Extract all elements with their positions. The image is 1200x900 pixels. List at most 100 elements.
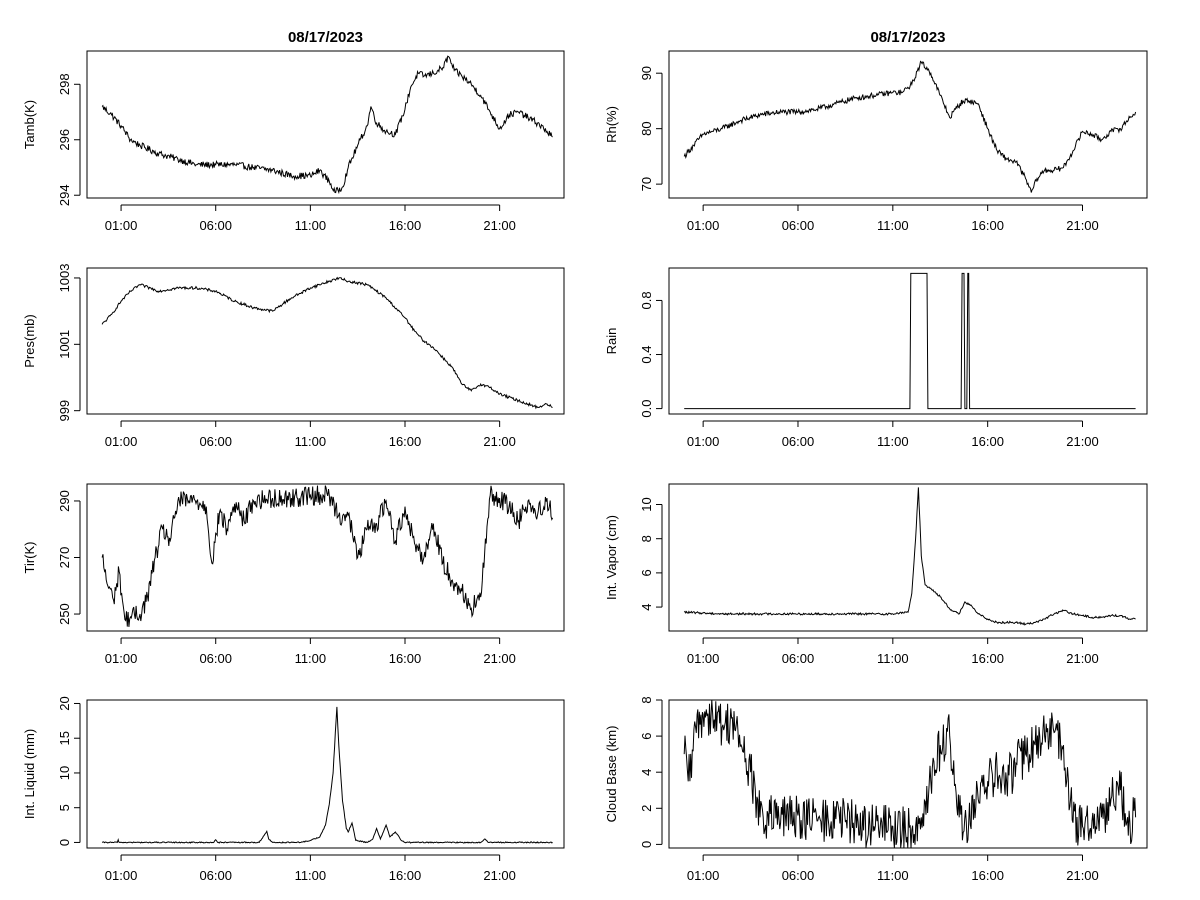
x-tick-label: 16:00	[389, 651, 422, 666]
chart-panel-1: 08/17/2023 294 296 298 01:00 06:00 11:00 16:00 2…	[22, 29, 565, 233]
y-tick-label: 70	[639, 177, 654, 191]
y-tick-label: 250	[57, 603, 72, 625]
plot-frame	[86, 50, 565, 199]
x-tick-label: 11:00	[295, 434, 327, 449]
chart-panel-7: 0 5 10 15 20 01:00 06:00 11:00 16:00 21:00 Int. Li…	[22, 696, 565, 883]
y-tick-label: 6	[639, 732, 654, 739]
y-tick-label: 298	[57, 73, 72, 95]
x-tick-label: 01:00	[105, 218, 138, 233]
y-tick-label: 4	[639, 603, 654, 610]
x-tick-label: 11:00	[295, 218, 327, 233]
y-tick-label: 15	[57, 731, 72, 745]
y-axis-label: Cloud Base (km)	[604, 726, 619, 823]
panel-title: 08/17/2023	[288, 29, 363, 46]
y-tick-label: 290	[57, 490, 72, 512]
x-tick-label: 01:00	[687, 651, 720, 666]
y-tick-label: 4	[639, 769, 654, 776]
x-tick-label: 11:00	[877, 218, 909, 233]
y-tick-label: 10	[639, 497, 654, 511]
y-tick-label: 1003	[57, 263, 72, 292]
y-tick-label: 296	[57, 129, 72, 151]
y-axis-label: Rain	[604, 328, 619, 355]
x-tick-label: 06:00	[199, 434, 232, 449]
y-tick-label: 294	[57, 184, 72, 206]
y-tick-label: 0	[639, 841, 654, 848]
y-axis-label: Int. Liquid (mm)	[22, 729, 37, 819]
y-tick-label: 80	[639, 121, 654, 135]
x-tick-label: 06:00	[199, 651, 232, 666]
data-series-line	[683, 60, 1137, 193]
x-tick-label: 11:00	[877, 434, 909, 449]
x-tick-label: 06:00	[199, 218, 232, 233]
x-tick-label: 21:00	[483, 868, 516, 883]
plot-frame	[668, 50, 1148, 199]
x-tick-label: 21:00	[1066, 651, 1099, 666]
x-tick-label: 01:00	[105, 651, 138, 666]
plot-frame	[86, 483, 565, 632]
y-tick-label: 90	[639, 66, 654, 80]
x-tick-label: 21:00	[483, 218, 516, 233]
data-series-line	[101, 276, 553, 410]
x-tick-label: 06:00	[199, 868, 232, 883]
plot-frame	[668, 483, 1148, 632]
data-series-line	[101, 55, 553, 195]
x-tick-label: 01:00	[687, 868, 720, 883]
x-tick-label: 21:00	[483, 434, 516, 449]
x-tick-label: 16:00	[971, 434, 1004, 449]
data-series-line	[683, 700, 1137, 849]
chart-panel-2: 08/17/2023 70 80 90 01:00 06:00 11:00 16:00 21:0…	[604, 29, 1148, 233]
y-tick-label: 20	[57, 696, 72, 710]
panel-title: 08/17/2023	[870, 29, 945, 46]
x-tick-label: 16:00	[389, 434, 422, 449]
x-tick-label: 06:00	[782, 868, 815, 883]
x-tick-label: 21:00	[1066, 868, 1099, 883]
x-tick-label: 21:00	[1066, 218, 1099, 233]
x-tick-label: 01:00	[687, 434, 720, 449]
y-axis-label: Tir(K)	[22, 541, 37, 573]
y-tick-label: 6	[639, 569, 654, 576]
x-tick-label: 01:00	[105, 434, 138, 449]
chart-panel-8: 0 2 4 6 8 01:00 06:00 11:00 16:00 21:00 Cloud Base…	[604, 696, 1148, 883]
plot-frame	[86, 267, 565, 415]
plot-frame	[668, 267, 1148, 415]
data-series-line	[101, 485, 554, 627]
chart-panel-3: 999 1001 1003 01:00 06:00 11:00 16:00 21:00 Pres…	[22, 263, 565, 449]
y-axis-label: Pres(mb)	[22, 314, 37, 367]
x-tick-label: 21:00	[1066, 434, 1099, 449]
y-tick-label: 0.8	[639, 291, 654, 309]
x-tick-label: 16:00	[971, 868, 1004, 883]
chart-panel-5: 250 270 290 01:00 06:00 11:00 16:00 21:00 Tir(K)	[22, 483, 565, 666]
y-axis-label: Tamb(K)	[22, 100, 37, 149]
x-tick-label: 06:00	[782, 651, 815, 666]
data-series-line	[683, 487, 1136, 626]
y-tick-label: 0	[57, 839, 72, 846]
y-tick-label: 1001	[57, 330, 72, 359]
x-tick-label: 16:00	[971, 651, 1004, 666]
plot-frame	[86, 699, 565, 849]
x-tick-label: 11:00	[295, 651, 327, 666]
x-tick-label: 01:00	[105, 868, 138, 883]
x-tick-label: 11:00	[295, 868, 327, 883]
x-tick-label: 11:00	[877, 868, 909, 883]
x-tick-label: 11:00	[877, 651, 909, 666]
y-tick-label: 0.4	[639, 345, 654, 363]
y-tick-label: 10	[57, 766, 72, 780]
y-tick-label: 8	[639, 696, 654, 703]
x-tick-label: 06:00	[782, 218, 815, 233]
y-tick-label: 270	[57, 547, 72, 569]
y-axis-label: Int. Vapor (cm)	[604, 515, 619, 600]
y-tick-label: 999	[57, 400, 72, 422]
data-series-line	[684, 272, 1136, 410]
x-tick-label: 06:00	[782, 434, 815, 449]
data-series-line	[101, 706, 553, 844]
x-tick-label: 01:00	[687, 218, 720, 233]
x-tick-label: 16:00	[971, 218, 1004, 233]
x-tick-label: 16:00	[389, 868, 422, 883]
y-tick-label: 5	[57, 804, 72, 811]
y-axis-label: Rh(%)	[604, 106, 619, 143]
chart-panel-6: 4 6 8 10 01:00 06:00 11:00 16:00 21:00 Int. Vapor…	[604, 483, 1148, 666]
y-tick-label: 8	[639, 535, 654, 542]
x-tick-label: 16:00	[389, 218, 422, 233]
